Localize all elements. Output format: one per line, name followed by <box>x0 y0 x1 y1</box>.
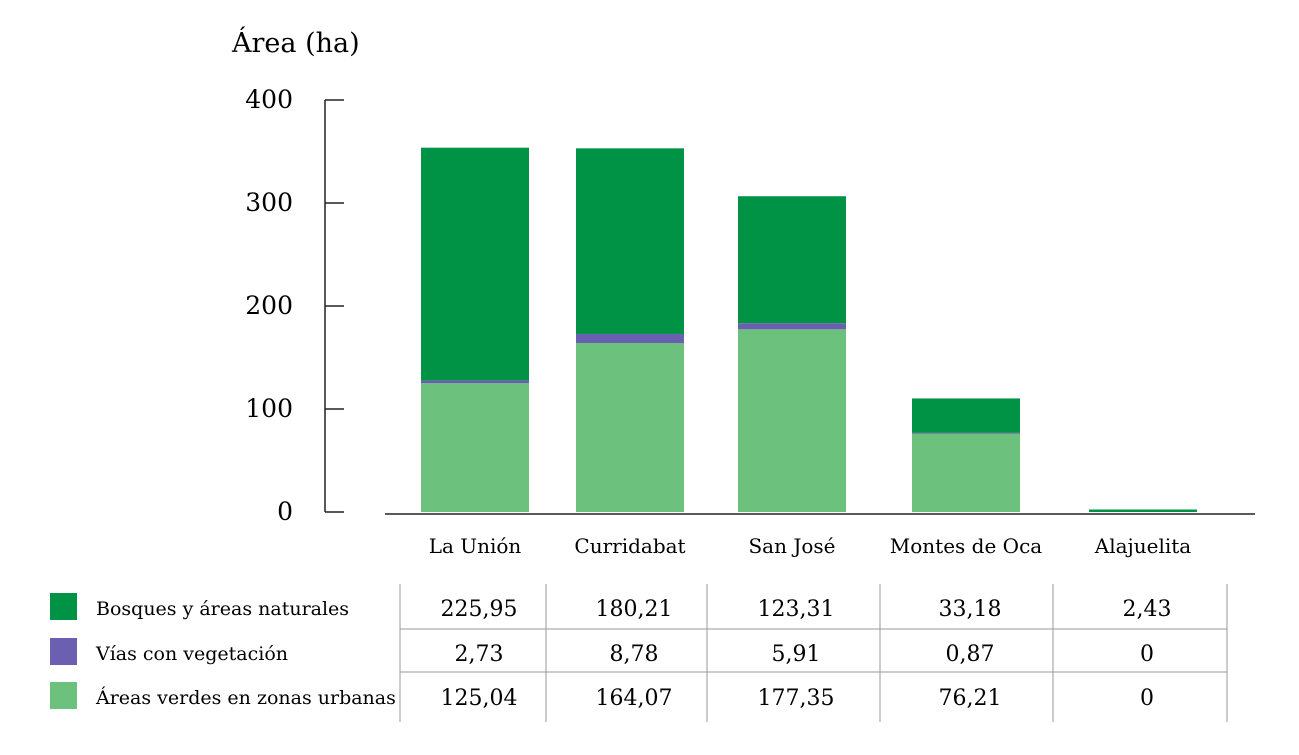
legend-label: Vías con vegetación <box>95 643 288 665</box>
x-category-label: Curridabat <box>574 534 685 558</box>
legend-swatch <box>50 682 77 709</box>
legend-swatch <box>50 638 77 665</box>
y-tick-label: 300 <box>245 188 293 217</box>
y-tick-label: 200 <box>245 291 293 320</box>
table-cell-value: 177,35 <box>758 686 835 711</box>
table-cell-value: 76,21 <box>939 686 1002 711</box>
x-category-label: San José <box>748 534 835 558</box>
table-cell-value: 180,21 <box>596 597 673 622</box>
legend-label: Bosques y áreas naturales <box>96 598 349 620</box>
table-cell-value: 2,43 <box>1123 597 1172 622</box>
legend-swatch <box>50 593 77 620</box>
bar-segment <box>421 383 529 512</box>
x-category-label: Alajuelita <box>1094 534 1192 558</box>
y-axis-label: Área (ha) <box>231 26 360 59</box>
table-cell-value: 5,91 <box>772 642 821 667</box>
bar-segment <box>421 147 529 381</box>
bar-segment <box>912 398 1020 433</box>
bar-segment <box>576 333 684 344</box>
table-cell-value: 2,73 <box>455 642 504 667</box>
x-category-label: La Unión <box>429 534 522 558</box>
table-cell-value: 33,18 <box>939 597 1002 622</box>
x-category-label: Montes de Oca <box>890 534 1042 558</box>
bar-segment <box>738 323 846 330</box>
bar-segment <box>738 196 846 324</box>
y-tick-label: 0 <box>277 497 293 526</box>
bar-segment <box>576 148 684 334</box>
table-cell-value: 0 <box>1140 686 1154 711</box>
y-tick-label: 400 <box>245 85 293 114</box>
table-cell-value: 164,07 <box>596 686 673 711</box>
bar-segment <box>1089 509 1197 512</box>
bar-segment <box>421 380 529 384</box>
table-cell-value: 123,31 <box>758 597 835 622</box>
table-cell-value: 0,87 <box>946 642 995 667</box>
table-cell-value: 125,04 <box>441 686 518 711</box>
table-cell-value: 225,95 <box>441 597 518 622</box>
bar-segment <box>912 433 1020 512</box>
table-cell-value: 0 <box>1140 642 1154 667</box>
bar-segment <box>912 432 1020 434</box>
legend-label: Áreas verdes en zonas urbanas <box>95 686 396 709</box>
y-tick-label: 100 <box>245 394 293 423</box>
bar-segment <box>738 329 846 512</box>
table-cell-value: 8,78 <box>610 642 659 667</box>
bar-segment <box>576 343 684 512</box>
